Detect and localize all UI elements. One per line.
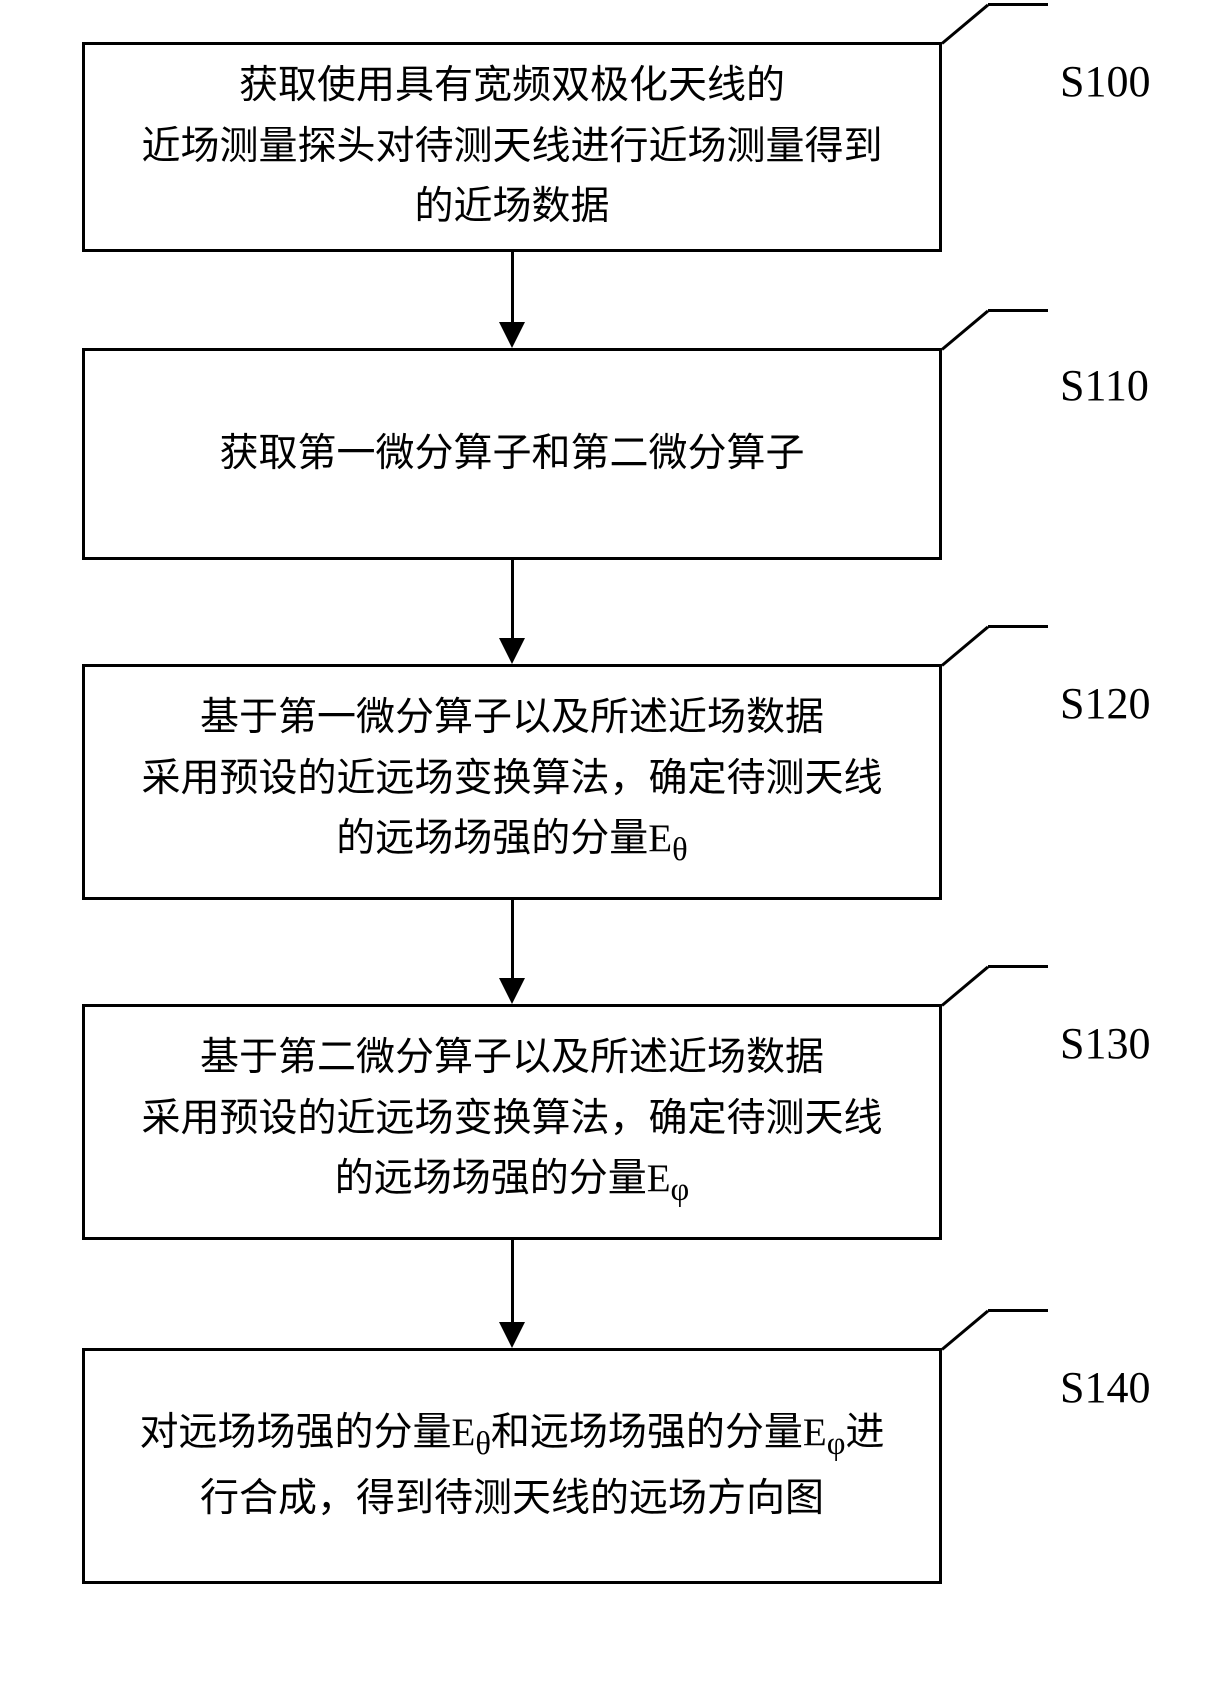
arrow-shaft — [511, 900, 514, 978]
flow-node-s130: 基于第二微分算子以及所述近场数据 采用预设的近远场变换算法，确定待测天线 的远场… — [82, 1004, 942, 1240]
leader-line — [941, 310, 989, 351]
leader-line — [941, 626, 989, 667]
flow-node-text: 获取第一微分算子和第二微分算子 — [209, 424, 814, 484]
arrow-head-icon — [499, 638, 525, 664]
arrow-head-icon — [499, 322, 525, 348]
arrow-shaft — [511, 560, 514, 638]
arrow-head-icon — [499, 978, 525, 1004]
arrow-head-icon — [499, 1322, 525, 1348]
leader-line — [988, 1309, 1048, 1312]
flow-node-s140: 对远场场强的分量Eθ和远场场强的分量Eφ进 行合成，得到待测天线的远场方向图 — [82, 1348, 942, 1584]
step-label-s100: S100 — [1060, 56, 1150, 107]
flow-node-s100: 获取使用具有宽频双极化天线的 近场测量探头对待测天线进行近场测量得到 的近场数据 — [82, 42, 942, 252]
flow-node-text: 基于第二微分算子以及所述近场数据 采用预设的近远场变换算法，确定待测天线 的远场… — [131, 1028, 892, 1215]
flow-node-s110: 获取第一微分算子和第二微分算子 — [82, 348, 942, 560]
leader-line — [941, 966, 989, 1007]
step-label-s130: S130 — [1060, 1018, 1150, 1069]
flow-node-text: 基于第一微分算子以及所述近场数据 采用预设的近远场变换算法，确定待测天线 的远场… — [131, 688, 892, 875]
flow-node-s120: 基于第一微分算子以及所述近场数据 采用预设的近远场变换算法，确定待测天线 的远场… — [82, 664, 942, 900]
arrow-shaft — [511, 252, 514, 322]
leader-line — [941, 4, 989, 45]
step-label-s140: S140 — [1060, 1362, 1150, 1413]
flow-node-text: 对远场场强的分量Eθ和远场场强的分量Eφ进 行合成，得到待测天线的远场方向图 — [129, 1403, 894, 1530]
leader-line — [988, 625, 1048, 628]
step-label-s110: S110 — [1060, 360, 1149, 411]
leader-line — [988, 3, 1048, 6]
flow-node-text: 获取使用具有宽频双极化天线的 近场测量探头对待测天线进行近场测量得到 的近场数据 — [131, 56, 892, 237]
arrow-shaft — [511, 1240, 514, 1322]
leader-line — [988, 309, 1048, 312]
leader-line — [988, 965, 1048, 968]
leader-line — [941, 1310, 989, 1351]
step-label-s120: S120 — [1060, 678, 1150, 729]
